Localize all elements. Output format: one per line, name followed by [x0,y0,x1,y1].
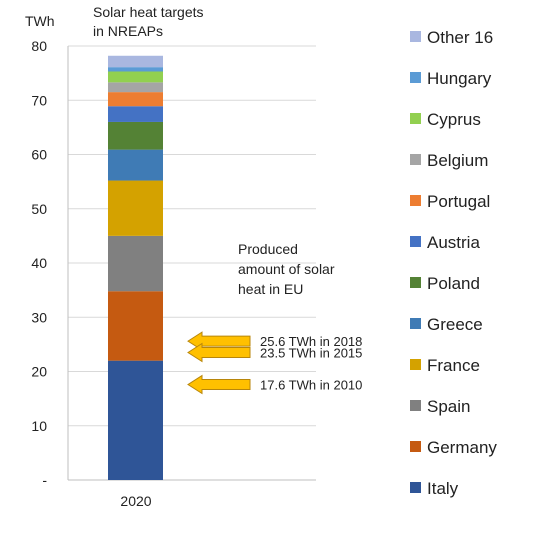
chart-title: Solar heat targets in NREAPs [93,4,207,39]
legend-swatch [410,482,421,493]
legend-swatch [410,277,421,288]
bar-segment [108,71,163,83]
legend-swatch [410,31,421,42]
annotation-title-line: amount of solar [238,261,335,277]
legend-label: Portugal [427,192,490,211]
legend-label: Belgium [427,151,488,170]
bar-segment [108,235,163,292]
annotation-title-line: Produced [238,241,298,257]
legend-label: Greece [427,315,483,334]
bar-segment [108,55,163,68]
legend-swatch [410,359,421,370]
annotation-label: 23.5 TWh in 2015 [260,346,362,361]
y-tick-label: 50 [31,201,47,217]
chart-title-line-1: Solar heat targets [93,4,204,20]
annotation-title: Produced amount of solar heat in EU [238,241,335,297]
y-tick-label: 10 [31,418,47,434]
arrow-shape [187,342,251,363]
bar-segment [108,291,163,361]
legend-label: Poland [427,274,480,293]
legend-swatch [410,113,421,124]
chart-title-line-2: in NREAPs [93,23,163,39]
y-tick-label: - [42,472,47,488]
legend-label: Hungary [427,69,492,88]
legend-swatch [410,195,421,206]
y-tick-label: 20 [31,364,47,380]
bar-segment [108,92,163,107]
bar-segment [108,82,163,93]
y-axis-ticks: - 10 20 30 40 50 60 70 80 [31,38,47,488]
legend-swatch [410,236,421,247]
bar-segment [108,180,163,236]
legend-label: Italy [427,479,459,498]
legend-swatch [410,441,421,452]
y-tick-label: 60 [31,147,47,163]
stacked-bar [108,55,163,480]
legend-swatch [410,72,421,83]
y-axis-unit: TWh [25,13,55,29]
arrow-shape [187,374,251,395]
bar-segment [108,149,163,181]
legend: Other 16 Hungary Cyprus Belgium Portugal Aust… [410,28,497,498]
annotations: Produced amount of solar heat in EU 25.6 TW… [187,241,362,395]
annotation-label: 25.6 TWh in 2018 [260,334,362,349]
y-tick-label: 80 [31,38,47,54]
y-tick-label: 40 [31,255,47,271]
legend-label: Austria [427,233,480,252]
legend-label: Germany [427,438,497,457]
bar-segment [108,106,163,122]
legend-swatch [410,154,421,165]
bar-segment [108,121,163,150]
bar-segment [108,67,163,72]
gridlines [68,45,316,427]
legend-label: Other 16 [427,28,493,47]
annotation-label: 17.6 TWh in 2010 [260,378,362,393]
x-tick-label: 2020 [120,493,151,509]
legend-swatch [410,318,421,329]
bar-segment [108,360,163,480]
y-tick-label: 70 [31,92,47,108]
annotation-title-line: heat in EU [238,281,303,297]
y-tick-label: 30 [31,309,47,325]
legend-label: France [427,356,480,375]
legend-label: Spain [427,397,470,416]
legend-swatch [410,400,421,411]
legend-label: Cyprus [427,110,481,129]
